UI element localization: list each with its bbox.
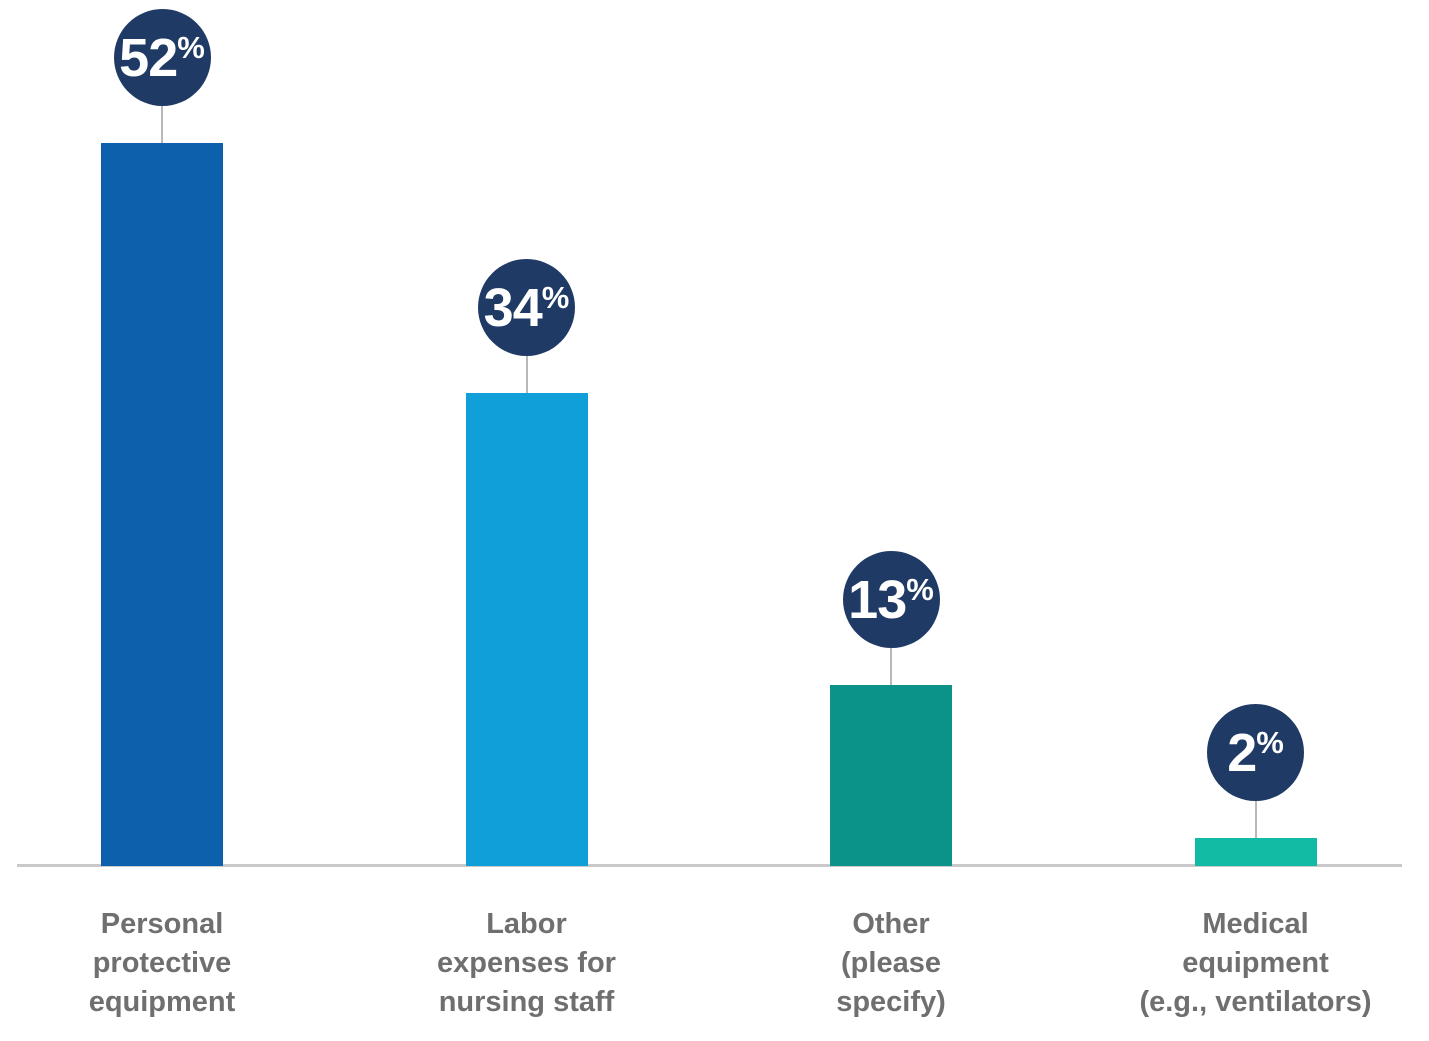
- category-label-line: specify): [836, 986, 946, 1018]
- value-bubble: 34%: [478, 259, 575, 356]
- chart-column: 52% Personal protective equipment: [0, 0, 344, 1041]
- category-label-line: nursing staff: [438, 986, 615, 1018]
- bar: [465, 393, 588, 866]
- bubble-connector-line: [161, 106, 163, 143]
- value-number: 13: [848, 569, 907, 630]
- bubble-connector-line: [890, 648, 892, 685]
- category-label-line: Labor: [486, 908, 567, 940]
- value-bubble: 13%: [842, 551, 940, 648]
- value-number: 34: [483, 277, 543, 338]
- category-label-line: Medical: [1202, 908, 1309, 940]
- value-bubble: 2%: [1207, 704, 1304, 801]
- bubble-connector-line: [525, 356, 528, 393]
- category-label-line: Personal: [100, 908, 224, 940]
- category-label-line: protective: [92, 947, 232, 979]
- bar-stack: 52%: [0, 9, 344, 866]
- percent-sign: %: [906, 572, 934, 607]
- chart-column: 13% Other (please specify): [709, 0, 1074, 1041]
- category-label: Other (please specify): [709, 905, 1074, 1022]
- category-label-line: (e.g., ventilators): [1139, 986, 1372, 1018]
- chart-column: 34% Labor expenses for nursing staff: [344, 0, 709, 1041]
- percent-sign: %: [177, 30, 205, 65]
- value-number: 52: [119, 27, 178, 88]
- bar-stack: 34%: [344, 259, 709, 866]
- category-label: Medical equipment (e.g., ventilators): [1073, 905, 1429, 1022]
- category-label-line: equipment: [1182, 947, 1329, 979]
- category-label: Labor expenses for nursing staff: [344, 905, 709, 1022]
- bar: [101, 143, 223, 866]
- value-number: 2: [1227, 722, 1257, 783]
- bar-stack: 2%: [1073, 704, 1429, 866]
- x-axis-line: [17, 864, 1402, 867]
- category-label-line: Other: [852, 908, 930, 940]
- bar-stack: 13%: [709, 551, 1074, 866]
- bubble-connector-line: [1254, 801, 1257, 838]
- bar: [830, 685, 952, 866]
- percent-sign: %: [1256, 725, 1284, 760]
- chart-column: 2% Medical equipment (e.g., ventilators): [1073, 0, 1429, 1041]
- category-label: Personal protective equipment: [0, 905, 344, 1022]
- value-bubble: 52%: [113, 9, 211, 106]
- category-label-line: expenses for: [437, 947, 616, 979]
- bar: [1194, 838, 1317, 866]
- percent-sign: %: [541, 280, 570, 315]
- category-label-line: (please: [841, 947, 941, 979]
- category-label-line: equipment: [88, 986, 236, 1018]
